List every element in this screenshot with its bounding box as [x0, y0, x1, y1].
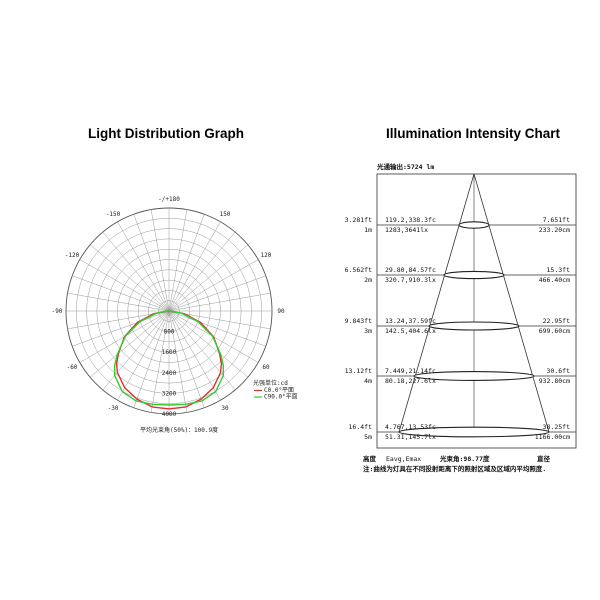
polar-spoke [168, 310, 266, 347]
polar-radial-label: 3200 [162, 390, 177, 397]
illum-lux-lx: 51.31,145.7lx [385, 433, 436, 441]
illum-lux-fc: 7.449,21.14fc [385, 367, 436, 375]
polar-angle-label: -30 [108, 405, 119, 412]
polar-spoke [168, 209, 188, 312]
polar-spoke [117, 221, 170, 312]
polar-spoke [79, 259, 170, 312]
illum-dia-ft: 22.95ft [543, 317, 570, 325]
polar-angle-label: -90 [52, 308, 63, 315]
illum-lux-lx: 80.18,227.6lx [385, 377, 436, 385]
illum-lux-fc: 119.2,338.3fc [385, 216, 436, 224]
illum-dia-cm: 233.20cm [539, 226, 570, 234]
illum-dia-ft: 7.651ft [543, 216, 570, 224]
illum-col-beam: 光束角:98.77度 [439, 454, 490, 463]
illum-lux-fc: 13.24,37.59fc [385, 317, 436, 325]
illum-height-ft: 16.4ft [349, 423, 373, 431]
left-chart-title: Light Distribution Graph [88, 126, 244, 141]
illum-note: 注:曲线为灯具在不同投射距离下的照射区域及区域内平均照度. [363, 464, 546, 473]
polar-spoke [168, 244, 249, 312]
illum-dia-cm: 932.80cm [539, 377, 570, 385]
polar-spoke [168, 275, 266, 312]
illum-dia-cm: 466.40cm [539, 276, 570, 284]
polar-angle-label: 90 [277, 308, 285, 315]
polar-spoke [133, 310, 170, 408]
polar-spoke [89, 244, 170, 312]
illum-col-height: 高度 [363, 454, 377, 463]
polar-spoke [102, 231, 170, 312]
illum-spot-ellipse [443, 270, 505, 280]
polar-angle-label: 120 [261, 252, 272, 259]
illum-height-m: 4m [364, 377, 372, 385]
polar-spoke [168, 221, 221, 312]
illum-height-ft: 3.281ft [345, 216, 372, 224]
illum-height-ft: 9.843ft [345, 317, 372, 325]
illum-spot-ellipse [413, 371, 535, 381]
polar-legend-title: 光强单位:cd [253, 379, 288, 387]
illum-lux-lx: 142.5,404.6lx [385, 327, 436, 335]
illum-height-m: 1m [364, 226, 372, 234]
illum-lux-fc: 4.767,13.53fc [385, 423, 436, 431]
polar-legend-entry: C90.0°平面 [264, 394, 298, 401]
illum-dia-ft: 30.6ft [547, 367, 571, 375]
right-chart-title: Illumination Intensity Chart [386, 126, 561, 141]
polar-angle-label: -150 [106, 211, 121, 218]
polar-spoke [72, 310, 170, 347]
polar-spoke [168, 310, 205, 408]
polar-angle-label: -120 [65, 252, 80, 259]
polar-spoke [168, 292, 271, 312]
polar-series-curve-2 [114, 310, 224, 406]
illum-spot-ellipse [428, 321, 520, 331]
illum-dia-cm: 1166.00cm [535, 433, 570, 441]
illum-height-m: 2m [364, 276, 372, 284]
illum-spot-ellipse [458, 221, 490, 229]
polar-spoke [168, 214, 205, 312]
illum-dia-ft: 38.25ft [543, 423, 570, 431]
illum-cone-left [398, 173, 475, 433]
polar-legend-entry: C0.0°平面 [264, 387, 294, 394]
polar-spoke [133, 214, 170, 312]
polar-radial-label: 2400 [162, 370, 177, 377]
polar-radial-label: 800 [164, 329, 175, 336]
polar-spoke [168, 310, 188, 413]
polar-spoke [102, 310, 170, 391]
polar-spoke [72, 275, 170, 312]
polar-spoke [168, 310, 236, 391]
polar-angle-label: -60 [67, 364, 78, 371]
polar-spoke [150, 209, 170, 312]
polar-spoke [168, 231, 236, 312]
illum-lux-lx: 1283,3641lx [385, 226, 428, 234]
polar-angle-label: 150 [220, 211, 231, 218]
illum-col-diameter: 直径 [537, 454, 551, 463]
polar-spoke [168, 310, 221, 401]
illum-height-ft: 6.562ft [345, 266, 372, 274]
polar-radial-label: 4000 [162, 411, 177, 418]
illum-header: 光通输出:5724 lm [376, 162, 434, 171]
illum-lux-lx: 320.7,910.3lx [385, 276, 436, 284]
polar-spoke [117, 310, 170, 401]
polar-radial-label: 1600 [162, 349, 177, 356]
polar-angle-label: 30 [221, 405, 229, 412]
illum-frame [376, 173, 577, 449]
illum-height-m: 3m [364, 327, 372, 335]
polar-spoke [168, 310, 249, 378]
polar-spoke [168, 259, 259, 312]
illum-spot-ellipse [398, 426, 550, 438]
illum-height-m: 5m [364, 433, 372, 441]
polar-spoke [89, 310, 170, 378]
polar-spoke [67, 292, 170, 312]
polar-angle-label: -/+180 [158, 196, 180, 203]
polar-footer-note: 平均光束角(50%)：100.9度 [140, 426, 218, 434]
illum-lux-fc: 29.80,84.57fc [385, 266, 436, 274]
illum-height-ft: 13.12ft [345, 367, 372, 375]
illum-dia-ft: 15.3ft [547, 266, 571, 274]
illum-col-eavg: Eavg,Emax [386, 455, 421, 463]
illum-cone-right [473, 173, 550, 433]
polar-angle-label: 60 [262, 364, 270, 371]
illum-dia-cm: 699.60cm [539, 327, 570, 335]
polar-spoke [150, 310, 170, 413]
